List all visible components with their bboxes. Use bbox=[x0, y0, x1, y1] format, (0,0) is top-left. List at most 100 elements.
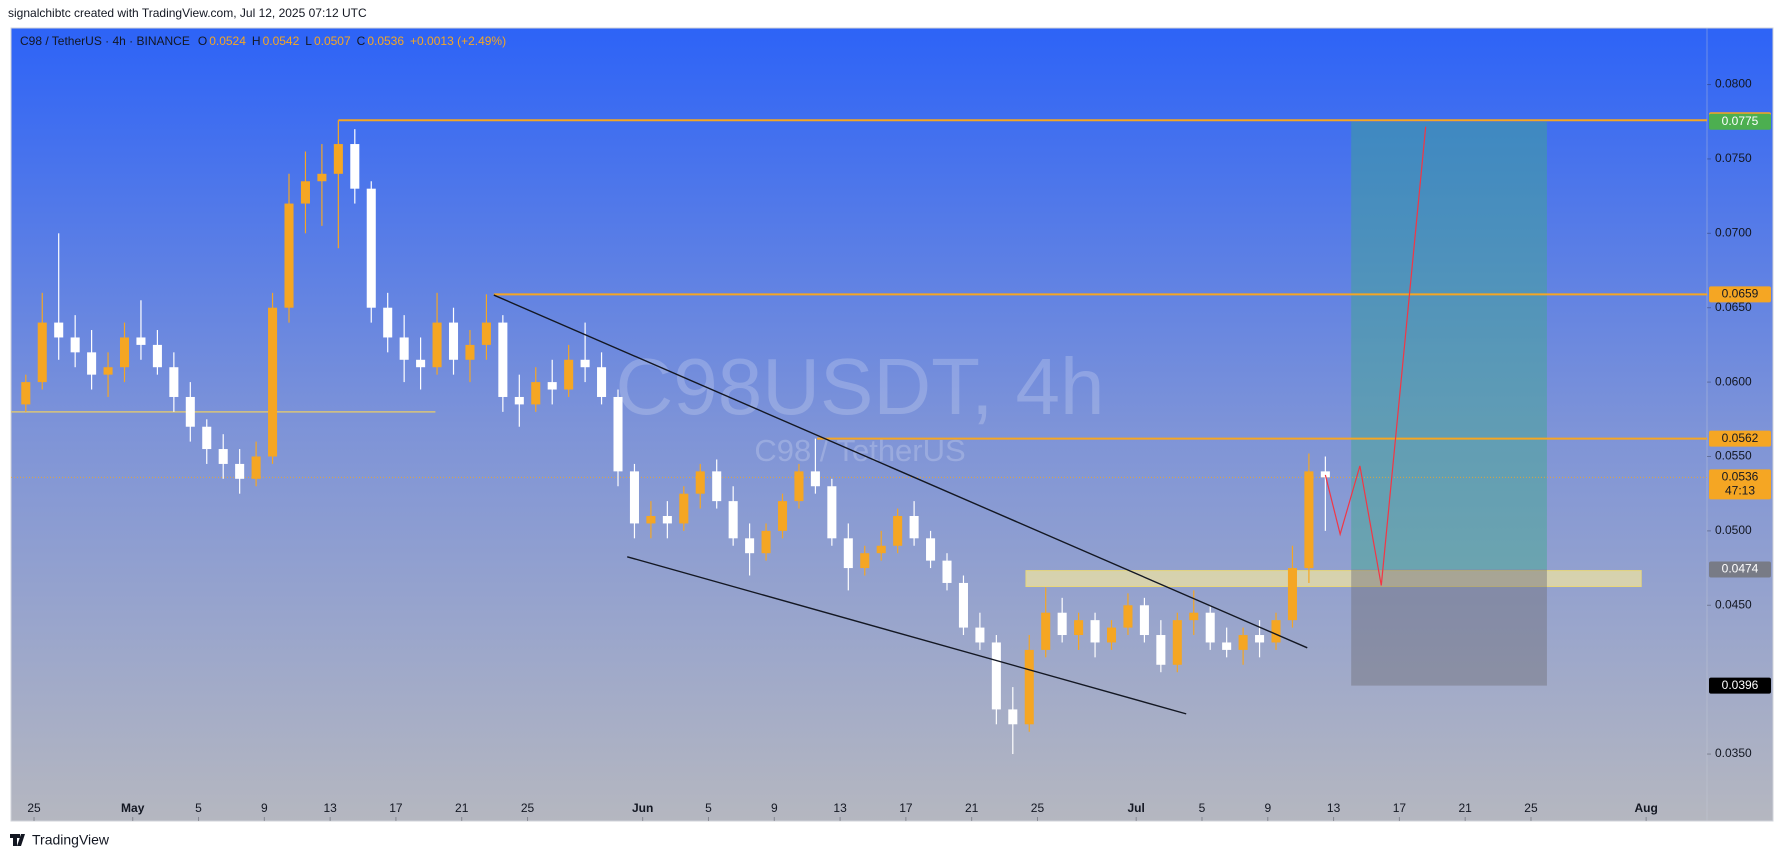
candle-body bbox=[728, 501, 738, 539]
price-badge-label: 0.0396 bbox=[1722, 678, 1759, 692]
x-tick-label: 21 bbox=[455, 801, 469, 815]
logo bbox=[10, 834, 25, 846]
quote-key: O bbox=[197, 34, 208, 48]
price-badge-label: 0.0474 bbox=[1722, 562, 1759, 576]
candle-body bbox=[1222, 642, 1232, 650]
x-tick-label: 25 bbox=[27, 801, 41, 815]
price-badge bbox=[1709, 113, 1771, 130]
candle-body bbox=[432, 322, 442, 368]
candle-body bbox=[1139, 605, 1149, 636]
candle-body bbox=[679, 493, 689, 524]
price-badge-label: 0.0775 bbox=[1722, 114, 1759, 128]
candle-body bbox=[893, 516, 903, 546]
candle-body bbox=[1287, 568, 1297, 621]
x-tick-label: 13 bbox=[833, 801, 847, 815]
quote-value: 0.0524 bbox=[209, 34, 246, 48]
candle-body bbox=[777, 501, 788, 531]
candle-body bbox=[350, 144, 360, 189]
candle-body bbox=[1205, 612, 1215, 643]
y-tick-label: 0.0700 bbox=[1715, 225, 1752, 239]
x-tick-label: 25 bbox=[1524, 801, 1538, 815]
y-tick-label: 0.0600 bbox=[1715, 374, 1752, 388]
countdown: 47:13 bbox=[1725, 483, 1755, 497]
x-tick-label: 21 bbox=[1459, 801, 1473, 815]
candle-body bbox=[119, 337, 130, 368]
candle-body bbox=[794, 471, 804, 502]
x-tick-label: 25 bbox=[521, 801, 535, 815]
x-tick-label: Jul bbox=[1128, 801, 1145, 815]
candle-body bbox=[1123, 605, 1133, 628]
y-tick-label: 0.0350 bbox=[1715, 746, 1752, 760]
y-tick-label: 0.0650 bbox=[1715, 300, 1752, 314]
quote-value: 0.0536 bbox=[367, 34, 405, 48]
candle-body bbox=[366, 188, 376, 308]
candle-body bbox=[1057, 612, 1067, 636]
candle-body bbox=[37, 322, 47, 383]
candle-body bbox=[926, 538, 936, 561]
change: +0.0013 (+2.49%) bbox=[410, 34, 507, 48]
y-tick-label: 0.0550 bbox=[1715, 449, 1752, 463]
candle-body bbox=[87, 352, 97, 375]
x-tick-label: 25 bbox=[1031, 801, 1045, 815]
candle-body bbox=[1024, 649, 1034, 725]
trendline bbox=[627, 556, 1187, 715]
candle-body bbox=[547, 382, 557, 390]
candle-body bbox=[21, 382, 31, 405]
position-target bbox=[1351, 121, 1547, 570]
candle-body bbox=[268, 307, 278, 457]
candle-body bbox=[613, 396, 623, 472]
legend: C98 / TetherUS · 4h · BINANCE O 0.0524 H 0.0… bbox=[20, 34, 512, 48]
candle-body bbox=[580, 359, 590, 368]
candle-body bbox=[975, 627, 985, 643]
candle-body bbox=[662, 516, 672, 524]
x-tick-label: 9 bbox=[771, 801, 778, 815]
watermark-title: C98USDT, 4h bbox=[615, 342, 1104, 431]
price-badge bbox=[1709, 469, 1771, 500]
candle-body bbox=[383, 307, 393, 338]
candle-body bbox=[712, 471, 722, 502]
candle-body bbox=[1106, 627, 1117, 643]
candle-body bbox=[531, 382, 541, 405]
candle-body bbox=[860, 553, 870, 569]
candle-body bbox=[810, 471, 820, 487]
brand: TradingView bbox=[32, 832, 110, 848]
candle-body bbox=[564, 359, 574, 390]
candle-body bbox=[597, 367, 607, 397]
zone bbox=[1025, 570, 1642, 588]
candle-body bbox=[1156, 635, 1166, 665]
x-tick-label: 13 bbox=[1327, 801, 1341, 815]
x-tick-label: 17 bbox=[1393, 801, 1407, 815]
candle-body bbox=[169, 367, 179, 397]
candle-body bbox=[202, 426, 212, 450]
candle-body bbox=[465, 344, 475, 360]
candle-body bbox=[185, 396, 195, 427]
projection bbox=[1324, 126, 1427, 586]
candle-body bbox=[958, 582, 968, 628]
candle-body bbox=[942, 560, 952, 583]
candle-body bbox=[1320, 471, 1330, 478]
price-badge-label: 0.0536 bbox=[1722, 469, 1759, 483]
price-badge bbox=[1709, 430, 1771, 447]
candle-body bbox=[284, 203, 294, 308]
candle-body bbox=[761, 530, 771, 554]
quote-value: 0.0542 bbox=[262, 34, 300, 48]
price-badge bbox=[1709, 561, 1771, 578]
x-tick-label: 9 bbox=[1264, 801, 1271, 815]
candle-body bbox=[909, 516, 919, 539]
candle-body bbox=[152, 344, 162, 368]
candle-body bbox=[827, 486, 837, 539]
candle-body bbox=[333, 144, 343, 174]
candle-body bbox=[695, 471, 705, 494]
candle-body bbox=[514, 396, 524, 405]
candle-body bbox=[1090, 620, 1100, 643]
candle-body bbox=[1255, 635, 1265, 643]
quote-key: H bbox=[251, 34, 261, 48]
candle-body bbox=[416, 359, 426, 368]
candle-body bbox=[1041, 612, 1051, 650]
position-stop bbox=[1351, 569, 1547, 686]
candle-body bbox=[1238, 635, 1248, 650]
symbol: C98 / TetherUS · 4h · BINANCE bbox=[20, 34, 190, 48]
candle-body bbox=[629, 471, 639, 524]
